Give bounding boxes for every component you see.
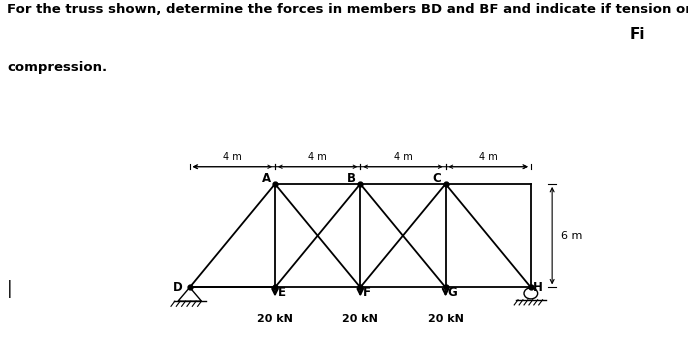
Text: B: B (347, 172, 356, 185)
Text: E: E (277, 286, 286, 299)
Text: 4 m: 4 m (479, 152, 497, 162)
Text: 4 m: 4 m (308, 152, 327, 162)
Text: |: | (7, 280, 12, 298)
Text: G: G (447, 286, 457, 299)
Text: 4 m: 4 m (223, 152, 241, 162)
Text: Fi: Fi (630, 27, 645, 42)
Text: F: F (363, 286, 371, 299)
Text: 6 m: 6 m (561, 231, 582, 241)
Text: A: A (262, 172, 271, 185)
Text: 20 kN: 20 kN (428, 314, 464, 324)
Text: 4 m: 4 m (394, 152, 412, 162)
Text: 20 kN: 20 kN (257, 314, 293, 324)
Text: For the truss shown, determine the forces in members BD and BF and indicate if t: For the truss shown, determine the force… (7, 3, 688, 16)
Text: C: C (433, 172, 442, 185)
Text: H: H (533, 281, 544, 294)
Text: compression.: compression. (7, 61, 107, 74)
Text: 20 kN: 20 kN (343, 314, 378, 324)
Text: D: D (173, 281, 183, 294)
